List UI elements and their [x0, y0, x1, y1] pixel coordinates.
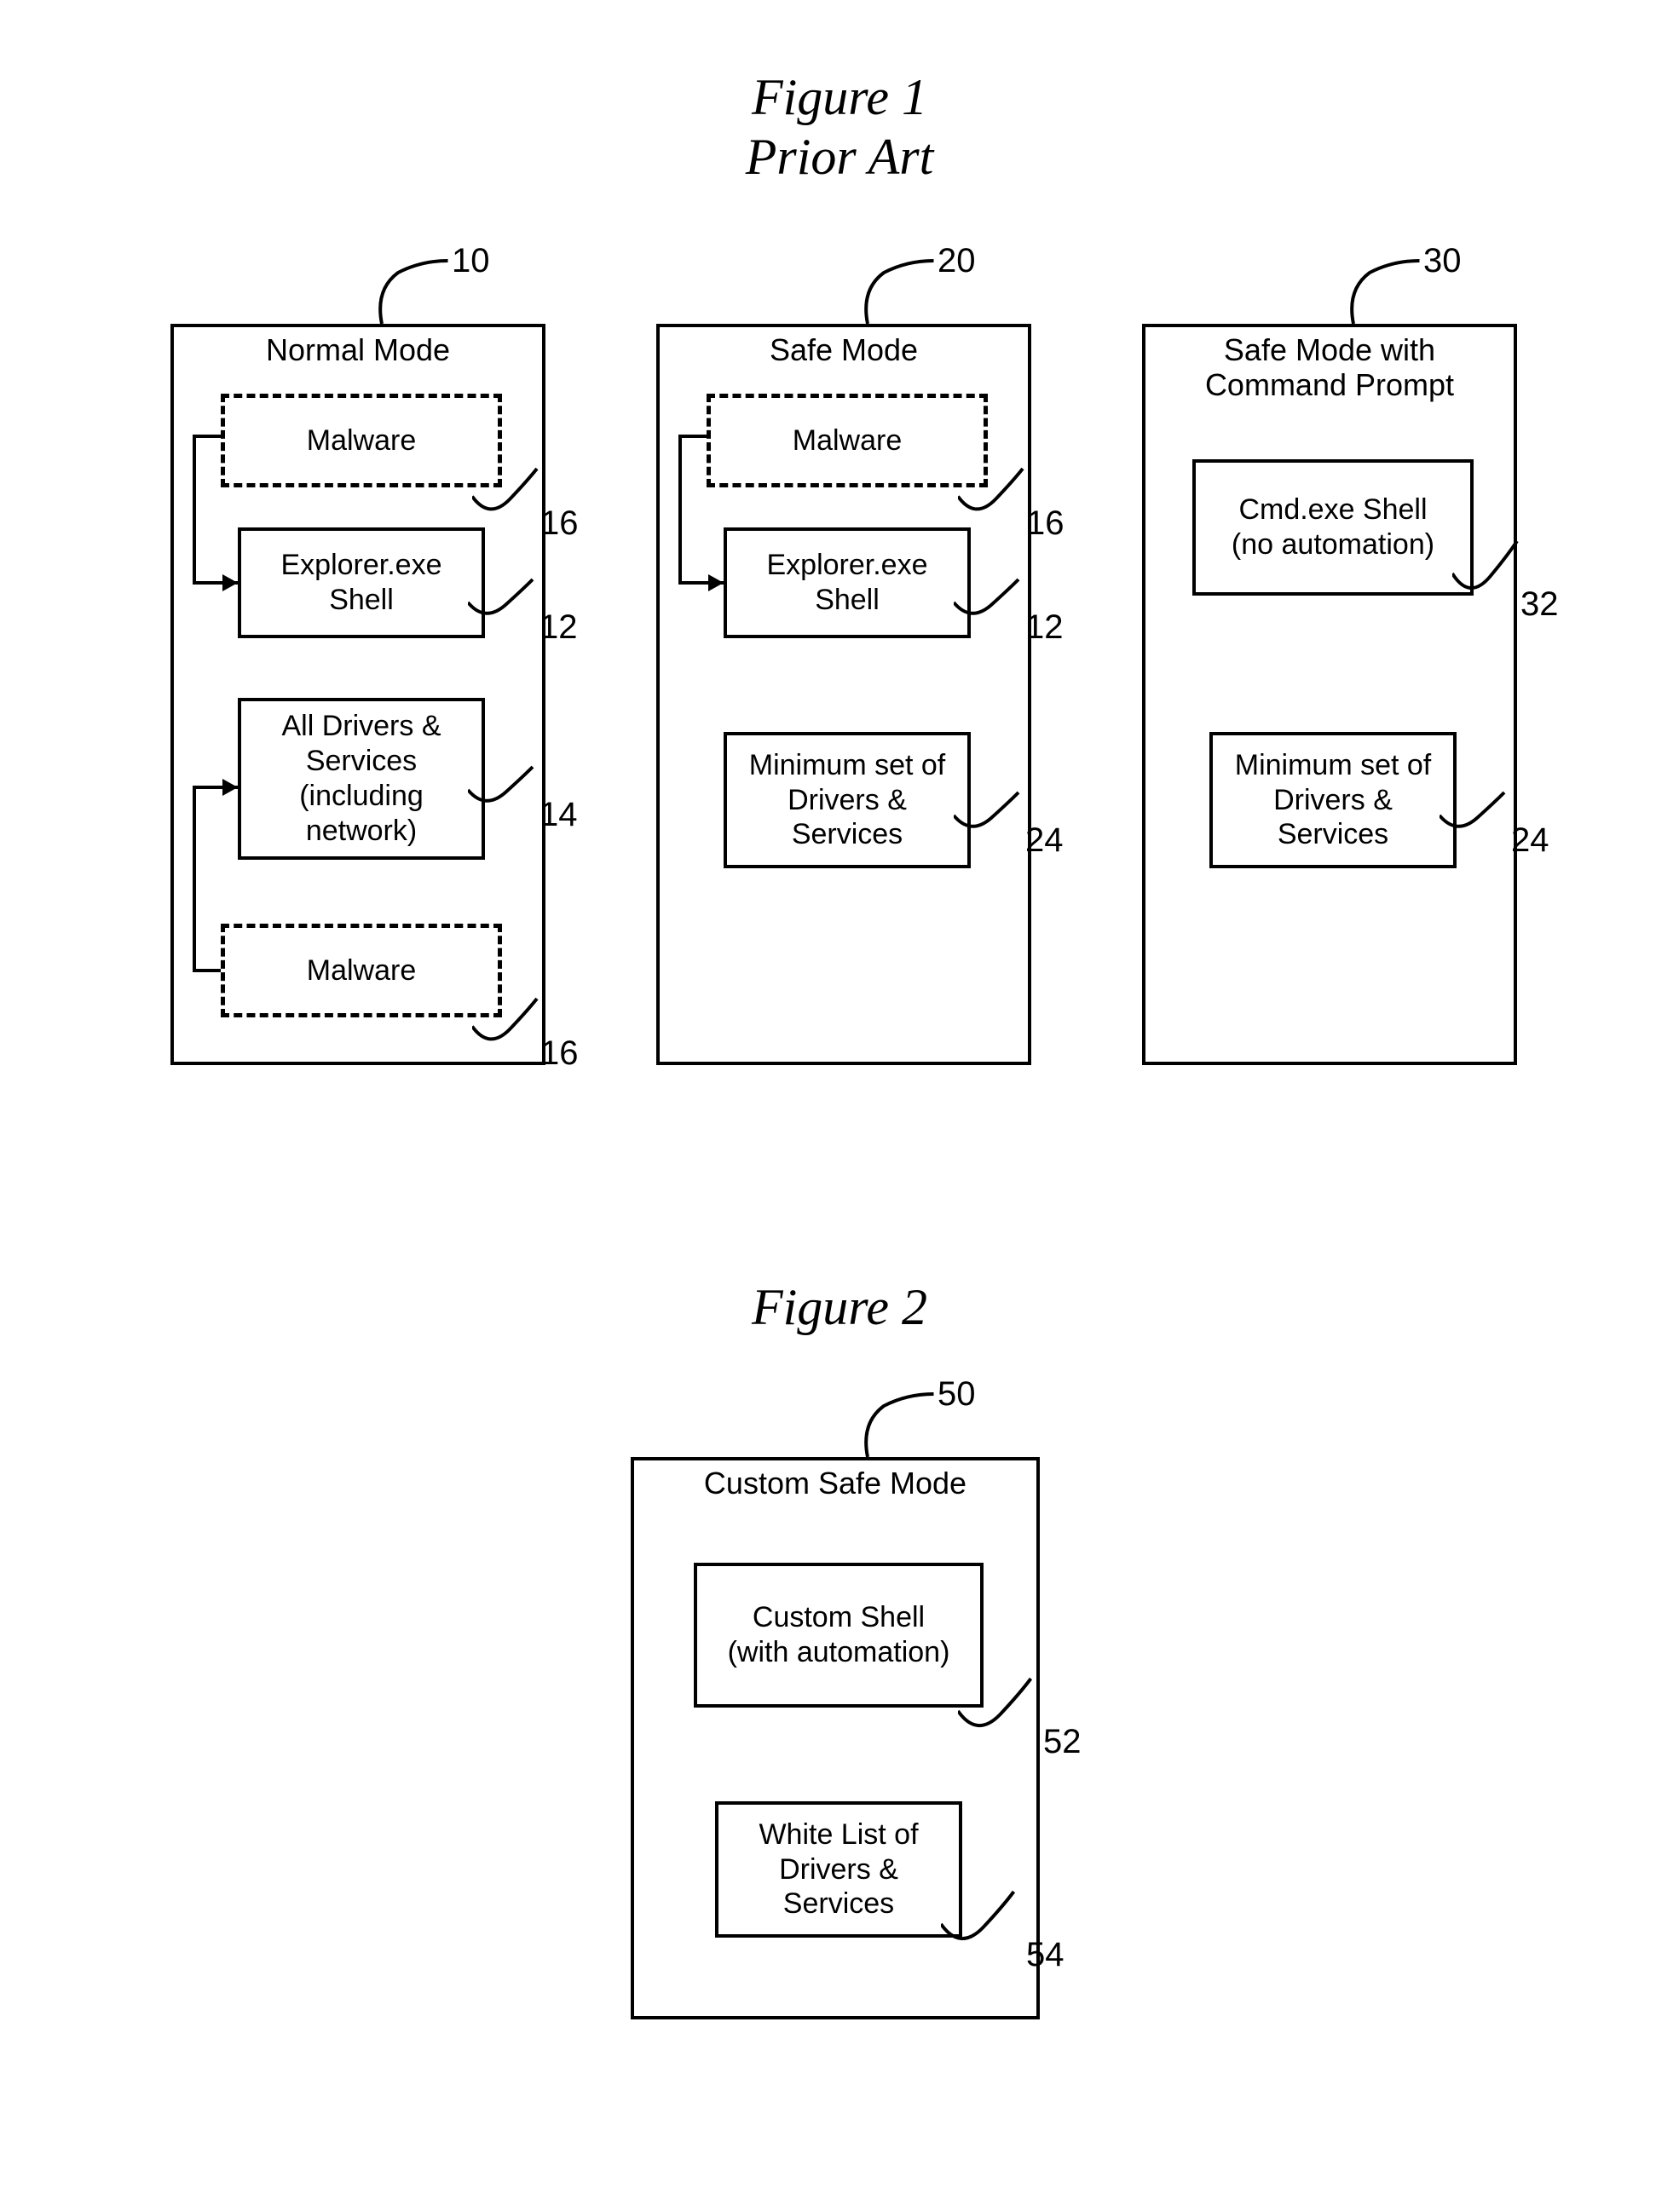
figure-2-title: Figure 2	[0, 1278, 1679, 1337]
custom-safe-mode-container: Custom Safe Mode Custom Shell(with automa…	[631, 1457, 1040, 2019]
custom-safe-mode-box-0: Custom Shell(with automation)	[694, 1563, 984, 1708]
safe-mode-cmd-container: Safe Mode withCommand Prompt Cmd.exe Shel…	[1142, 324, 1517, 1065]
safe-mode-cmd-title: Safe Mode withCommand Prompt	[1145, 332, 1514, 403]
normal-mode-container: Normal ModeMalware16Explorer.exeShell12A…	[170, 324, 545, 1065]
normal-mode-box-0: Malware	[221, 394, 502, 487]
reference-number: 24	[1511, 821, 1549, 860]
safe-mode-box-0: Malware	[707, 394, 988, 487]
safe-mode-title: Safe Mode	[660, 332, 1028, 367]
normal-mode-box-1: Explorer.exeShell	[238, 527, 485, 638]
reference-number: 20	[938, 242, 976, 280]
normal-mode-box-2: All Drivers &Services(includingnetwork)	[238, 698, 485, 860]
reference-number: 54	[1026, 1936, 1065, 1974]
safe-mode-box-2: Minimum set ofDrivers &Services	[724, 732, 971, 868]
safe-mode-cmd-box-0: Cmd.exe Shell(no automation)	[1192, 459, 1474, 596]
custom-safe-mode-box-1: White List ofDrivers &Services	[715, 1801, 962, 1938]
safe-mode-container: Safe ModeMalware16Explorer.exeShell12Min…	[656, 324, 1031, 1065]
reference-number: 30	[1423, 242, 1462, 280]
reference-number: 16	[540, 504, 579, 543]
reference-number: 16	[540, 1034, 579, 1073]
reference-number: 50	[938, 1375, 976, 1414]
reference-number: 16	[1026, 504, 1065, 543]
normal-mode-title: Normal Mode	[174, 332, 542, 367]
reference-number: 10	[452, 242, 490, 280]
reference-number: 14	[539, 796, 578, 834]
custom-safe-mode-title: Custom Safe Mode	[634, 1466, 1036, 1501]
figure-1-subtitle: Prior Art	[0, 128, 1679, 187]
reference-number: 12	[539, 608, 578, 647]
reference-number: 24	[1025, 821, 1064, 860]
reference-number: 12	[1025, 608, 1064, 647]
safe-mode-box-1: Explorer.exeShell	[724, 527, 971, 638]
reference-number: 52	[1043, 1723, 1082, 1761]
safe-mode-cmd-box-1: Minimum set ofDrivers &Services	[1209, 732, 1457, 868]
reference-number: 32	[1520, 585, 1559, 624]
normal-mode-box-3: Malware	[221, 924, 502, 1017]
figure-1-title: Figure 1	[0, 68, 1679, 127]
